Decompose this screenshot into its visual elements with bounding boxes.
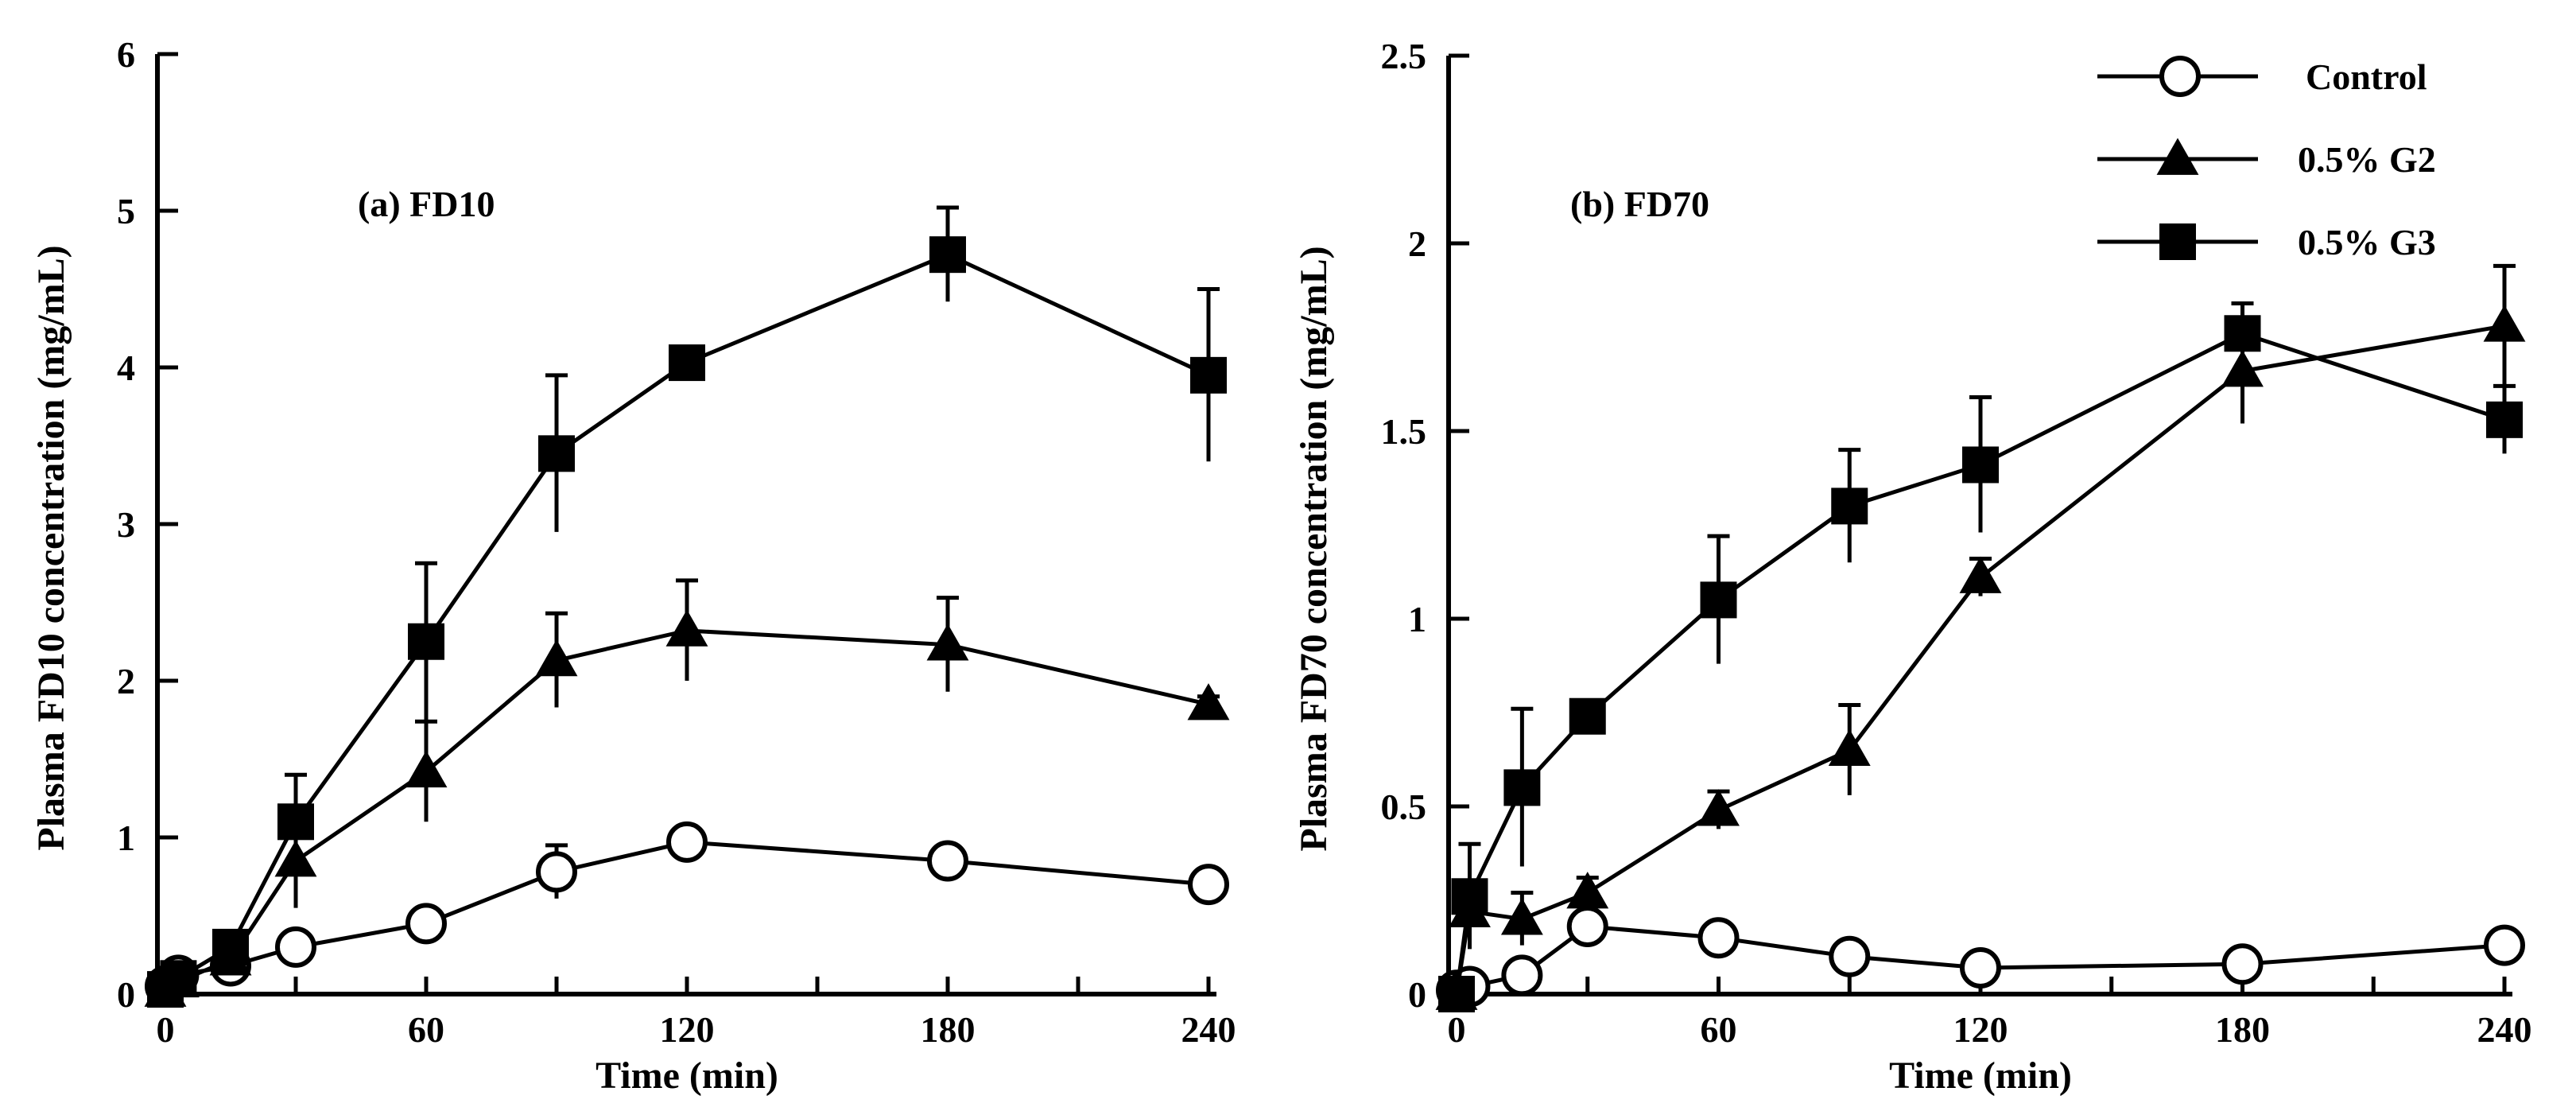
data-point (1959, 556, 2002, 593)
data-point (405, 750, 448, 788)
data-point (275, 926, 316, 968)
data-point (1438, 976, 1475, 1012)
legend-marker (2159, 56, 2201, 97)
y-tick-label: 1 (1408, 599, 1426, 639)
y-tick-label: 2 (1408, 223, 1426, 264)
data-point (1501, 954, 1543, 996)
data-point (1829, 935, 1871, 977)
series-0-5-g3 (147, 205, 1227, 1008)
data-point (277, 803, 314, 841)
x-axis-title: Time (min) (596, 1055, 778, 1097)
x-tick-label: 60 (408, 1009, 444, 1050)
panel-fd70: 0 0.5 1 1.5 2 2.5 0 60 120 180 240 Time (min) Plasma… (1293, 36, 2532, 1097)
data-point (160, 960, 197, 997)
data-point (1697, 917, 1740, 959)
x-tick-label: 0 (1448, 1009, 1466, 1050)
x-tick-label: 180 (2215, 1009, 2270, 1050)
data-point (2483, 305, 2526, 342)
y-tick-label: 0 (1408, 974, 1426, 1015)
data-point (212, 928, 249, 965)
y-axis-title: Plasma FD10 concentration (mg/mL) (30, 245, 72, 850)
data-point (1569, 697, 1606, 735)
data-point (1188, 864, 1229, 906)
data-point (405, 903, 447, 945)
data-point (2486, 401, 2523, 438)
data-point (1187, 683, 1230, 721)
y-axis-title: Plasma FD70 concentration (mg/mL) (1293, 246, 1335, 851)
data-point (1566, 906, 1608, 948)
data-point (666, 821, 708, 863)
series-line (164, 840, 1209, 989)
data-point (926, 623, 969, 661)
data-point (2221, 943, 2264, 985)
y-tick-label: 4 (117, 348, 135, 388)
y-tick-label: 1.5 (1381, 411, 1427, 452)
data-point (665, 609, 708, 647)
x-tick-label: 240 (2477, 1009, 2532, 1050)
y-tick-label: 5 (117, 191, 135, 231)
data-point (1500, 898, 1543, 935)
data-point (1190, 356, 1227, 394)
data-point (1566, 872, 1609, 909)
panel-title: (a) FD10 (358, 184, 495, 224)
y-tick-label: 6 (117, 34, 135, 75)
x-tick-label: 60 (1701, 1009, 1737, 1050)
data-point (1697, 789, 1740, 826)
data-point (669, 344, 705, 382)
x-tick-label: 240 (1181, 1009, 1236, 1050)
legend-label: Control (2306, 56, 2427, 97)
y-tick-label: 3 (117, 504, 135, 545)
x-tick-label: 180 (921, 1009, 976, 1050)
y-tick-label: 0 (117, 974, 135, 1015)
x-tick-label: 120 (1953, 1009, 2008, 1050)
data-point (1700, 581, 1737, 619)
data-point (535, 639, 578, 677)
y-tick-label: 0.5 (1381, 787, 1427, 827)
data-point (1828, 728, 1871, 767)
legend: Control 0.5% G2 0.5% G3 (2097, 56, 2436, 262)
y-tick-label: 2 (117, 661, 135, 701)
x-tick-label: 0 (157, 1009, 175, 1050)
data-point (1831, 488, 1868, 525)
x-axis-title: Time (min) (1889, 1055, 2072, 1097)
y-tick-label: 1 (117, 818, 135, 858)
data-point (1962, 446, 1999, 484)
series-0-5-g2 (1435, 263, 2526, 1010)
series-0-5-g3 (1438, 301, 2523, 1012)
legend-marker (2156, 138, 2199, 175)
data-point (929, 236, 966, 274)
data-point (1451, 878, 1488, 915)
legend-entry: Control (2097, 56, 2427, 97)
data-point (408, 623, 444, 660)
data-point (2484, 924, 2525, 966)
legend-entry: 0.5% G2 (2097, 138, 2436, 180)
data-point (1960, 946, 2001, 989)
data-point (536, 851, 577, 893)
legend-entry: 0.5% G3 (2097, 222, 2436, 262)
data-point (2224, 315, 2261, 352)
x-tick-label: 120 (660, 1009, 715, 1050)
data-point (1503, 769, 1541, 806)
panel-title: (b) FD70 (1570, 184, 1709, 224)
legend-marker (2159, 223, 2196, 260)
series-line (164, 628, 1209, 993)
data-point (2221, 350, 2264, 387)
legend-label: 0.5% G3 (2298, 222, 2436, 262)
y-tick-label: 2.5 (1381, 36, 1427, 76)
data-point (538, 435, 575, 472)
legend-label: 0.5% G2 (2298, 139, 2436, 180)
data-point (927, 840, 968, 882)
